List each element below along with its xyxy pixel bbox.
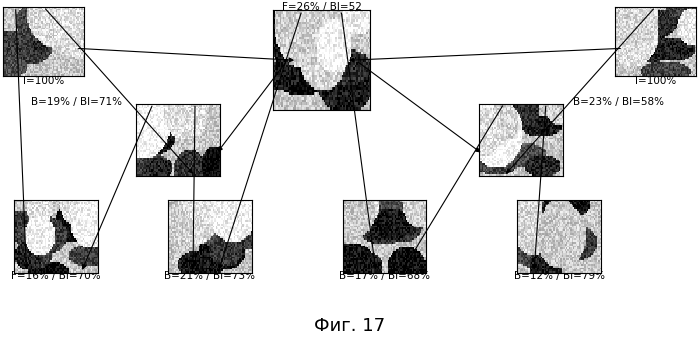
Text: B=23% / BI=58%: B=23% / BI=58% <box>573 97 664 107</box>
FancyArrowPatch shape <box>78 48 293 62</box>
FancyArrowPatch shape <box>533 106 546 268</box>
FancyArrowPatch shape <box>403 106 503 269</box>
FancyArrowPatch shape <box>358 62 480 152</box>
FancyArrowPatch shape <box>15 10 28 268</box>
FancyArrowPatch shape <box>507 9 654 173</box>
Text: B=17% / BI=68%: B=17% / BI=68% <box>339 271 430 281</box>
FancyArrowPatch shape <box>45 9 192 173</box>
FancyArrowPatch shape <box>218 62 286 151</box>
Text: B=21% / BI=73%: B=21% / BI=73% <box>164 271 255 281</box>
Text: B=12% / BI=79%: B=12% / BI=79% <box>514 271 605 281</box>
FancyArrowPatch shape <box>191 106 195 268</box>
Text: I=100%: I=100% <box>22 76 64 86</box>
Text: I=100%: I=100% <box>635 76 677 86</box>
FancyArrowPatch shape <box>219 13 301 269</box>
Text: Фиг. 17: Фиг. 17 <box>314 317 385 335</box>
Text: B=19% / BI=71%: B=19% / BI=71% <box>31 97 122 107</box>
Text: F=26% / BI=52: F=26% / BI=52 <box>282 2 361 12</box>
FancyArrowPatch shape <box>342 13 377 268</box>
FancyArrowPatch shape <box>350 48 621 62</box>
Text: F=16% / BI=70%: F=16% / BI=70% <box>11 271 101 281</box>
FancyArrowPatch shape <box>82 106 152 269</box>
